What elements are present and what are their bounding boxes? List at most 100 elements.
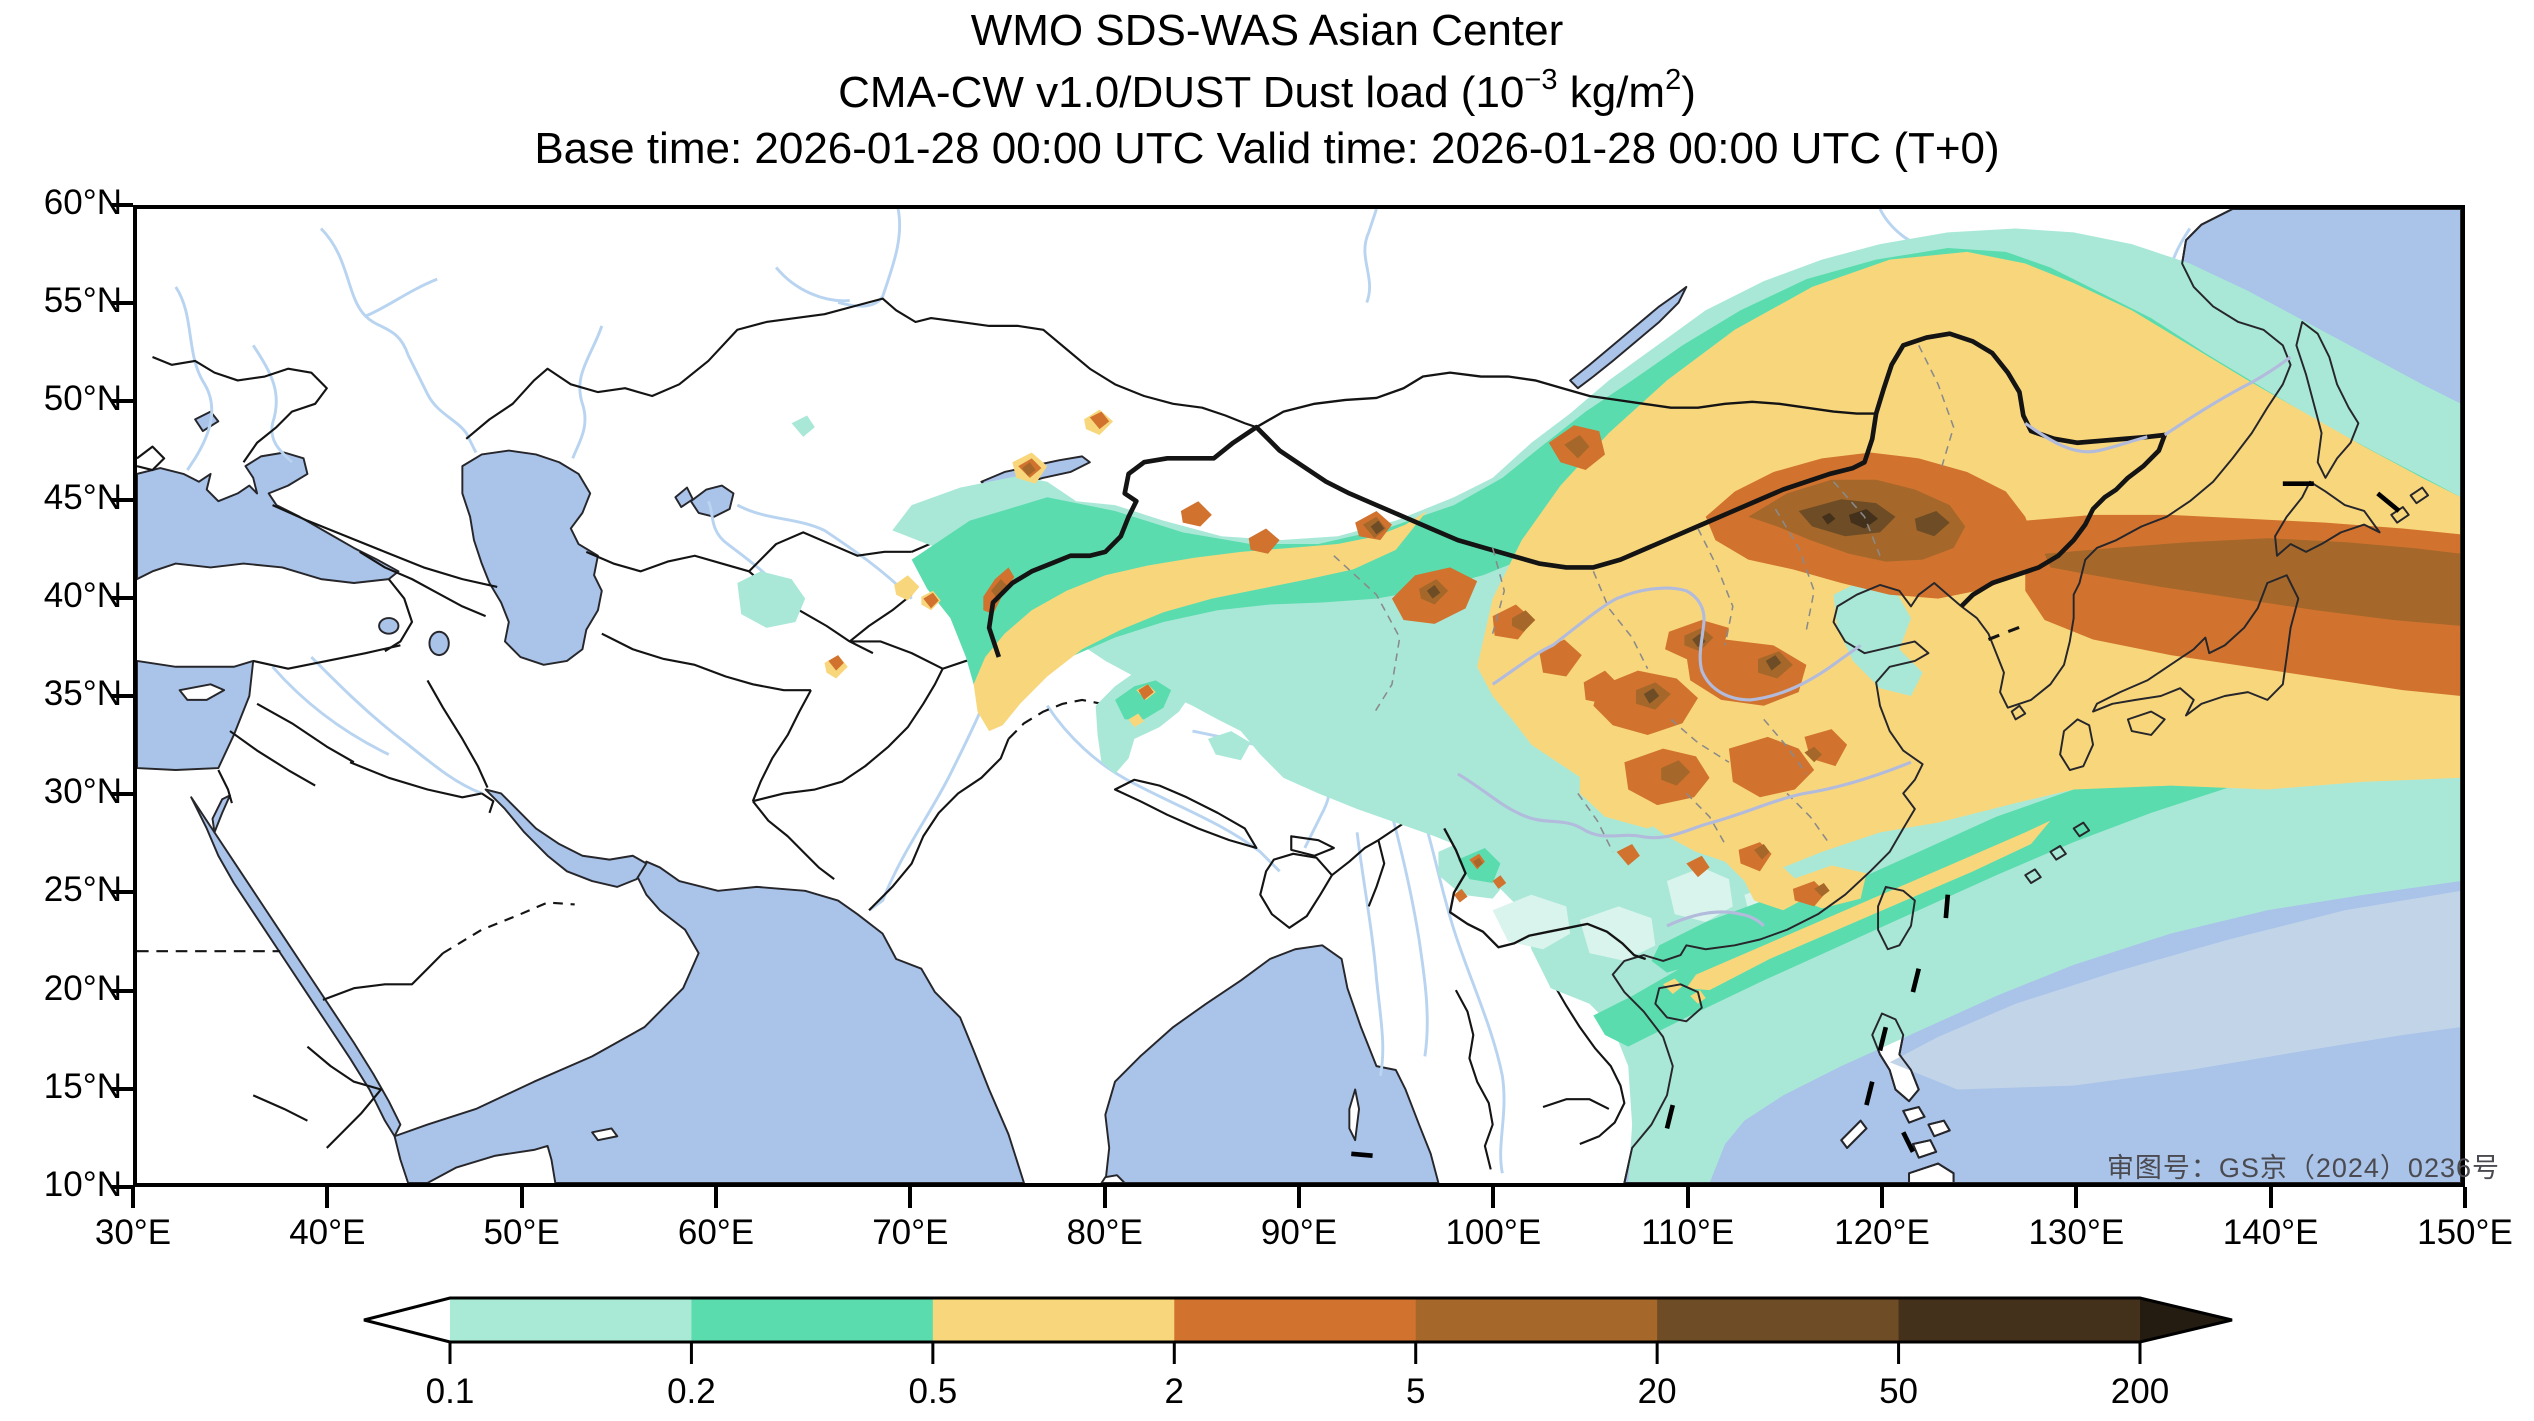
gulf-of-aqaba: [211, 794, 231, 834]
lat-tick: [112, 890, 133, 895]
colorbar-tick-label: 20: [1637, 1372, 1677, 1411]
lon-tick: [1880, 1187, 1884, 1208]
cyprus-island: [178, 683, 226, 701]
lat-tick-label: 35°N: [43, 674, 122, 713]
lat-tick-label: 50°N: [43, 379, 122, 419]
china-national-border: [986, 331, 2168, 658]
andaman-islands: [1348, 1088, 1361, 1142]
lon-tick-label: 80°E: [1066, 1213, 1143, 1252]
overlay-stroke-layer: [986, 209, 2461, 1183]
colorbar: [362, 1296, 2242, 1416]
colorbar-tick-label: 0.2: [667, 1372, 716, 1411]
colorbar-tick-label: 5: [1405, 1372, 1426, 1411]
province-borders: [1333, 345, 1955, 853]
map-frame: [133, 205, 2465, 1187]
lat-tick: [112, 497, 133, 502]
colorbar-segment: [1174, 1298, 1417, 1342]
korea-dmz: [1987, 624, 2024, 641]
lat-tick: [112, 1185, 133, 1189]
lat-tick-label: 20°N: [43, 968, 122, 1008]
lon-tick: [908, 1187, 913, 1208]
colorbar-tick-label: 200: [2110, 1372, 2170, 1411]
lon-tick: [1102, 1187, 1107, 1208]
lat-tick-label: 30°N: [43, 772, 122, 812]
lon-tick: [2268, 1187, 2273, 1208]
lon-tick: [2463, 1187, 2467, 1208]
aral-sea: [689, 484, 735, 518]
lat-tick: [112, 792, 133, 797]
colorbar-segment: [1898, 1298, 2141, 1342]
lon-tick-label: 120°E: [1834, 1213, 1930, 1252]
colorbar-tick-label: 50: [1879, 1372, 1919, 1411]
lat-tick: [112, 1086, 133, 1091]
lon-tick-label: 100°E: [1445, 1213, 1542, 1252]
colorbar-segment: [450, 1298, 693, 1342]
colorbar-tick-label: 0.5: [908, 1372, 958, 1411]
lake-urmia: [428, 630, 450, 657]
lat-tick-label: 10°N: [43, 1165, 122, 1204]
lon-tick-label: 140°E: [2222, 1213, 2319, 1252]
lon-tick: [1491, 1187, 1496, 1208]
lon-tick: [1685, 1187, 1690, 1208]
persian-gulf: [484, 788, 648, 888]
lat-tick-label: 45°N: [43, 477, 122, 517]
lat-tick: [112, 595, 133, 600]
lat-tick-label: 55°N: [43, 281, 122, 321]
lon-tick-label: 40°E: [289, 1213, 366, 1252]
socotra-island: [591, 1127, 619, 1142]
river-layer-east: [1457, 355, 2292, 928]
lon-tick: [519, 1187, 524, 1208]
colorbar-segment: [932, 1298, 1175, 1342]
dust-level-50: [1821, 508, 1879, 529]
island-layer: [178, 321, 2430, 1183]
colorbar-tick-label: 2: [1164, 1372, 1185, 1411]
black-sea: [137, 451, 400, 584]
mongolia-russia-border: [1255, 371, 1877, 429]
sri-lanka-tip: [1100, 1174, 1126, 1183]
lon-tick: [325, 1187, 330, 1208]
lon-tick-label: 150°E: [2417, 1213, 2513, 1252]
lon-tick: [714, 1187, 718, 1208]
colorbar-segment: [1415, 1298, 1658, 1342]
caspian-sea: [461, 449, 603, 666]
lat-tick: [112, 399, 133, 404]
bohai-teal-patch: [1833, 579, 1923, 696]
lat-tick: [112, 988, 133, 993]
mediterranean-sea: [137, 659, 255, 771]
page-title: WMO SDS-WAS Asian Center: [970, 6, 1564, 55]
lon-tick: [131, 1187, 135, 1208]
aral-sea-west: [674, 486, 694, 509]
lake-van: [378, 617, 400, 635]
dust-level-20: [1370, 499, 1950, 704]
lat-tick-label: 25°N: [43, 870, 122, 910]
lat-tick: [112, 694, 133, 698]
product-subtitle: CMA-CW v1.0/DUST Dust load (10−3 kg/m2): [838, 64, 1696, 117]
colorbar-segment: [1657, 1298, 1900, 1342]
lon-tick: [1297, 1187, 1301, 1208]
lat-tick-label: 15°N: [43, 1066, 122, 1106]
lat-tick-label: 60°N: [43, 183, 122, 222]
china-southeast-asia-border: [1443, 827, 1647, 961]
lon-tick-label: 70°E: [872, 1213, 949, 1252]
colorbar-tick-label: 0.1: [425, 1372, 475, 1411]
colorbar-segment: [691, 1298, 934, 1342]
colorbar-underflow-arrow: [364, 1298, 450, 1342]
lon-tick-label: 110°E: [1641, 1213, 1735, 1252]
lon-tick: [2074, 1187, 2079, 1208]
red-sea: [190, 796, 402, 1138]
map-canvas: [137, 209, 2461, 1183]
lon-tick-label: 90°E: [1260, 1213, 1338, 1252]
lake-baikal: [1569, 285, 1688, 390]
lat-tick-label: 40°N: [43, 575, 122, 615]
lon-tick-label: 30°E: [94, 1213, 172, 1252]
lat-tick: [112, 203, 133, 207]
lon-tick-label: 130°E: [2028, 1213, 2125, 1252]
arabian-sea: [393, 860, 1025, 1183]
lon-tick-label: 60°E: [677, 1213, 755, 1252]
map-approval-watermark: 审图号：GS京（2024）0236号: [2106, 1153, 2500, 1183]
ocean-layer: [137, 209, 2461, 1183]
lon-tick-label: 50°E: [483, 1213, 560, 1252]
colorbar-svg: [363, 1296, 2233, 1364]
colorbar-overflow-arrow: [2140, 1298, 2232, 1342]
